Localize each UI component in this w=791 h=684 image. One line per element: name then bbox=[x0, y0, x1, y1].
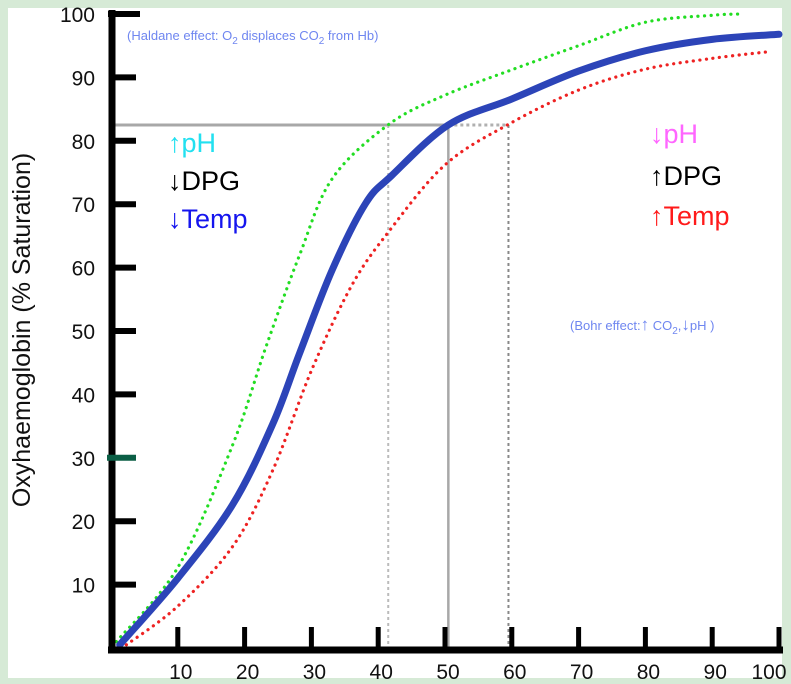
y-tick-label: 90 bbox=[72, 67, 95, 90]
x-tick-label: 60 bbox=[503, 661, 526, 684]
bohr-text: CO bbox=[649, 318, 672, 333]
left-shift-curve bbox=[114, 12, 741, 644]
y-tick-label: 50 bbox=[72, 321, 95, 344]
haldane-text: from Hb) bbox=[324, 28, 378, 43]
left-shift-factors: ↑pH ↓DPG ↓Temp bbox=[168, 128, 248, 234]
x-tick-label: 80 bbox=[637, 661, 660, 684]
bohr-text: pH ) bbox=[690, 318, 715, 333]
bohr-sub: 2 bbox=[672, 326, 678, 337]
arrow-down-icon: ↓ bbox=[681, 315, 690, 334]
y-tick-label: 60 bbox=[72, 258, 95, 281]
factor-ph-down: ↓pH bbox=[650, 119, 698, 149]
arrow-up-icon: ↑ bbox=[650, 161, 664, 191]
x-tick-label: 90 bbox=[704, 661, 727, 684]
factor-label: Temp bbox=[182, 204, 248, 234]
bohr-text: , bbox=[678, 318, 682, 333]
right-shift-factors: ↓pH ↑DPG ↑Temp bbox=[650, 119, 730, 231]
factor-dpg-up: ↑DPG bbox=[650, 161, 722, 191]
right-shift-curve bbox=[124, 50, 768, 647]
haldane-annotation: (Haldane effect: O2 displaces CO2 from H… bbox=[127, 28, 378, 47]
y-tick-label: 100 bbox=[60, 4, 95, 27]
x-tick-label: 70 bbox=[570, 661, 593, 684]
bohr-text: (Bohr effect: bbox=[570, 318, 641, 333]
reference-lines bbox=[115, 123, 510, 648]
x-tick-label: 20 bbox=[236, 661, 259, 684]
y-tick-label: 20 bbox=[72, 511, 95, 534]
curves bbox=[114, 12, 783, 649]
x-tick-label: 30 bbox=[303, 661, 326, 684]
x-tick-label: 40 bbox=[370, 661, 393, 684]
y-tick-label: 10 bbox=[72, 575, 95, 598]
arrow-up-icon: ↑ bbox=[650, 201, 664, 231]
haldane-sub: 2 bbox=[319, 36, 325, 47]
factor-label: DPG bbox=[664, 161, 723, 191]
arrow-down-icon: ↓ bbox=[650, 119, 664, 149]
factor-dpg-down: ↓DPG bbox=[168, 166, 240, 196]
factor-label: Temp bbox=[664, 201, 730, 231]
factor-temp-down: ↓Temp bbox=[168, 204, 248, 234]
arrow-down-icon: ↓ bbox=[168, 166, 182, 196]
factor-label: DPG bbox=[182, 166, 241, 196]
factor-label: pH bbox=[664, 119, 699, 149]
arrow-up-icon: ↑ bbox=[168, 128, 182, 158]
x-tick-label: 50 bbox=[436, 661, 459, 684]
y-tick-label: 40 bbox=[72, 384, 95, 407]
y-tick-label: 80 bbox=[72, 131, 95, 154]
y-tick-label: 30 bbox=[72, 448, 95, 471]
factor-temp-up: ↑Temp bbox=[650, 201, 730, 231]
y-tick-label: 70 bbox=[72, 194, 95, 217]
normal-curve bbox=[116, 30, 783, 649]
y-axis-label: Oxyhaemoglobin (% Saturation) bbox=[8, 153, 36, 507]
haldane-text: displaces CO bbox=[238, 28, 319, 43]
arrow-up-icon: ↑ bbox=[641, 315, 650, 334]
axes: 10 20 30 40 50 60 70 80 90 100 10 20 30 40 50 60 70 80 90 1… bbox=[60, 4, 787, 684]
x-tick-label: 100 bbox=[751, 661, 786, 684]
haldane-sub: 2 bbox=[232, 36, 238, 47]
haldane-text: (Haldane effect: O bbox=[127, 28, 232, 43]
factor-ph-up: ↑pH bbox=[168, 128, 216, 158]
bohr-annotation: (Bohr effect:↑ CO2,↓pH ) bbox=[570, 315, 714, 337]
arrow-down-icon: ↓ bbox=[168, 204, 182, 234]
x-tick-label: 10 bbox=[169, 661, 192, 684]
factor-label: pH bbox=[182, 128, 217, 158]
